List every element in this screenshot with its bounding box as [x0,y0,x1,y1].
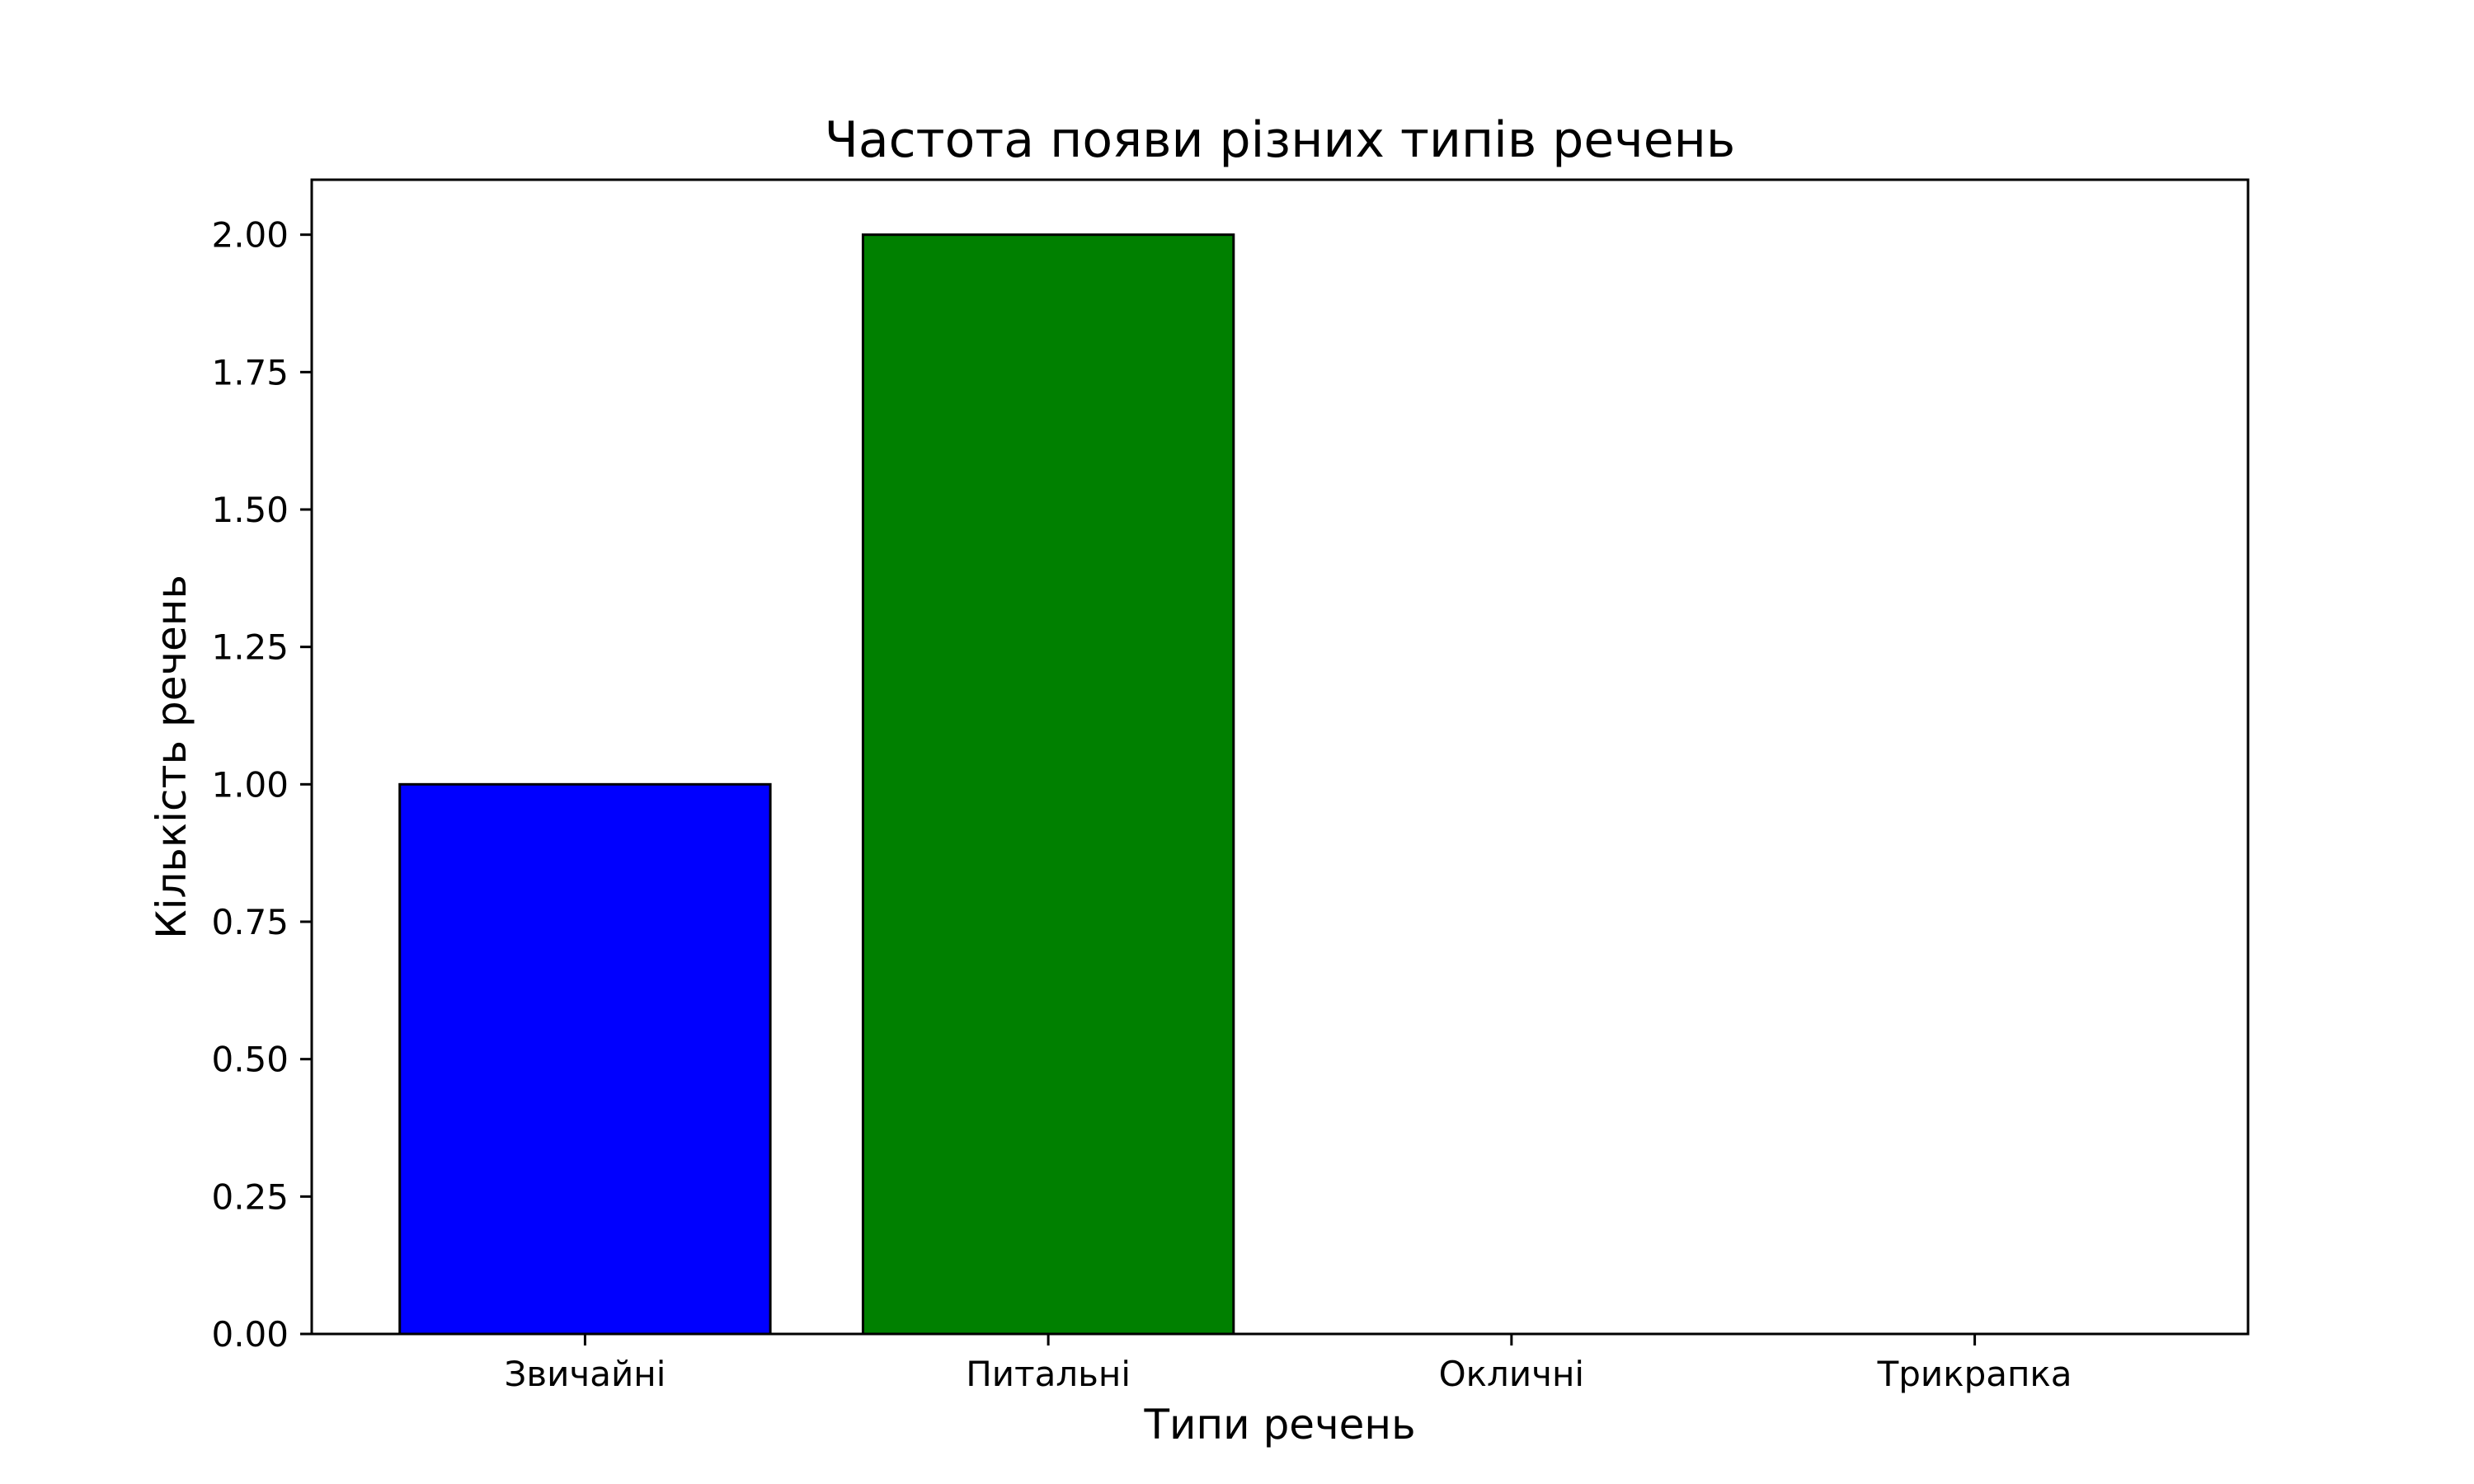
y-tick-label: 0.25 [211,1176,289,1217]
bars-layer [398,233,1235,1336]
plot-frame [310,178,2250,1336]
y-tick-label: 2.00 [211,215,289,256]
y-tick-label: 1.75 [211,352,289,392]
x-tick-label: Питальні [966,1354,1131,1394]
x-tick-label: Звичайні [504,1354,666,1394]
x-tick-label: Окличні [1439,1354,1585,1394]
x-tick-label: Трикрапка [1877,1354,2072,1394]
bar-1 [398,782,772,1336]
y-axis: 0.00 0.25 0.50 0.75 1.00 1.25 1.50 1.75 2.00 [211,215,312,1355]
x-axis: Звичайні Питальні Окличні Трикрапка [504,1334,2072,1394]
y-tick-label: 0.00 [211,1314,289,1355]
y-tick-label: 1.00 [211,764,289,805]
x-axis-label: Типи речень [1143,1401,1415,1449]
y-axis-label: Кількість речень [148,575,195,939]
bar-2 [861,233,1235,1336]
y-tick-label: 0.50 [211,1040,289,1080]
chart-title: Частота появи різних типів речень [825,111,1736,169]
y-tick-label: 1.50 [211,490,289,530]
y-tick-label: 1.25 [211,627,289,668]
y-tick-label: 0.75 [211,902,289,942]
